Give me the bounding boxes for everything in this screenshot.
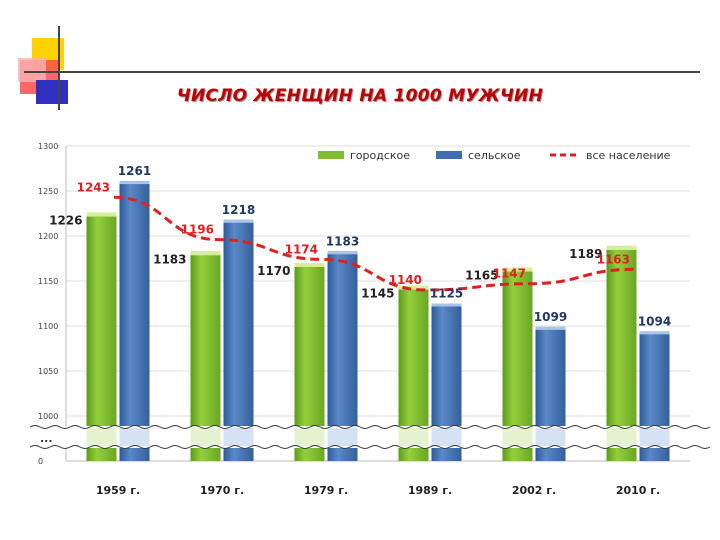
y-axis: 1300 1250 1200 1150 1100 1050 1000 0 <box>38 142 58 466</box>
total-series-line <box>113 195 635 292</box>
bar-rural-cap <box>431 303 462 307</box>
bar-rural-cap <box>223 219 254 223</box>
break-rural-stub <box>119 428 150 446</box>
data-label-total: 1196 <box>181 223 214 237</box>
break-urban-stub <box>294 428 325 446</box>
data-label-total: 1147 <box>493 267 526 281</box>
legend-swatch-rural <box>436 151 462 159</box>
data-label-rural: 1183 <box>326 234 359 248</box>
bar-urban <box>86 212 117 461</box>
x-tick-label: 1979 г. <box>304 484 348 497</box>
y-tick-label: 1050 <box>38 367 58 376</box>
data-label-rural: 1218 <box>222 203 255 217</box>
decor-horizontal-line <box>24 71 700 73</box>
x-tick-label: 1959 г. <box>96 484 140 497</box>
bar-rural <box>119 181 150 461</box>
break-urban-stub <box>190 428 221 446</box>
data-label-total: 1163 <box>597 252 630 266</box>
y-tick-label: 1150 <box>38 277 58 286</box>
x-axis: 1959 г. 1970 г. 1979 г. 1989 г. 2002 г. 2010 … <box>96 484 660 497</box>
bar-urban <box>606 245 637 461</box>
axis-break: ... <box>29 425 711 449</box>
bar-rural-cap <box>119 181 150 185</box>
data-label-urban: 1170 <box>257 264 290 278</box>
bar-urban-cap <box>190 251 221 256</box>
break-wave-top <box>29 425 711 429</box>
decor-vertical-line <box>58 26 60 110</box>
data-label-urban: 1189 <box>569 247 602 261</box>
x-tick-label: 2010 г. <box>616 484 660 497</box>
legend: городское сельское все население <box>318 149 671 162</box>
total-line <box>113 195 635 292</box>
decor-pink-square <box>18 58 46 82</box>
data-label-rural: 1094 <box>638 314 671 328</box>
data-label-total: 1243 <box>77 180 110 194</box>
break-rural-stub <box>535 428 566 446</box>
break-rural-stub <box>327 428 358 446</box>
bar-urban-cap <box>398 285 429 290</box>
bar-urban-cap <box>294 263 325 267</box>
bar-rural <box>223 219 254 461</box>
grid <box>65 145 690 462</box>
bar-rural-cap <box>327 251 358 255</box>
bar-rural-cap <box>535 326 566 330</box>
y-tick-label: 1000 <box>38 412 58 421</box>
bars <box>86 181 670 461</box>
data-label-total: 1174 <box>285 242 318 256</box>
data-label-urban: 1145 <box>361 287 394 301</box>
break-wave-bottom <box>29 445 711 449</box>
bar-rural-cap <box>639 331 670 335</box>
data-label-rural: 1125 <box>430 287 463 301</box>
legend-label-rural: сельское <box>468 149 521 162</box>
axis-break-marker: ... <box>40 432 53 445</box>
x-tick-label: 1989 г. <box>408 484 452 497</box>
data-label-rural: 1261 <box>118 164 151 178</box>
y-tick-label: 1100 <box>38 322 58 331</box>
break-urban-stub <box>398 428 429 446</box>
y-tick-label: 1300 <box>38 142 58 151</box>
data-label-rural: 1099 <box>534 310 567 324</box>
legend-label-urban: городское <box>350 149 410 162</box>
data-labels: 1226 1261 1243 1183 1218 1196 1170 1183 1174 1145… <box>49 164 671 328</box>
break-rural-stub <box>639 428 670 446</box>
x-tick-label: 1970 г. <box>200 484 244 497</box>
break-urban-stub <box>502 428 533 446</box>
page-title: ЧИСЛО ЖЕНЩИН НА 1000 МУЖЧИН <box>176 86 544 106</box>
break-rural-stub <box>431 428 462 446</box>
y-tick-label: 1200 <box>38 232 58 241</box>
data-label-urban: 1165 <box>465 269 498 283</box>
break-urban-stub <box>606 428 637 446</box>
break-rural-stub <box>223 428 254 446</box>
bar-urban-cap <box>606 245 637 250</box>
break-urban-stub <box>86 428 117 446</box>
legend-label-total: все население <box>586 149 671 162</box>
data-label-urban: 1226 <box>49 214 82 228</box>
y-tick-label: 1250 <box>38 187 58 196</box>
decor-blue-square <box>36 80 68 104</box>
x-tick-label: 2002 г. <box>512 484 556 497</box>
y-tick-label: 0 <box>38 457 43 466</box>
data-label-total: 1140 <box>389 273 422 287</box>
bar-urban-cap <box>86 212 117 217</box>
legend-swatch-urban <box>318 151 344 159</box>
data-label-urban: 1183 <box>153 252 186 266</box>
bar-urban-cap <box>502 267 533 272</box>
